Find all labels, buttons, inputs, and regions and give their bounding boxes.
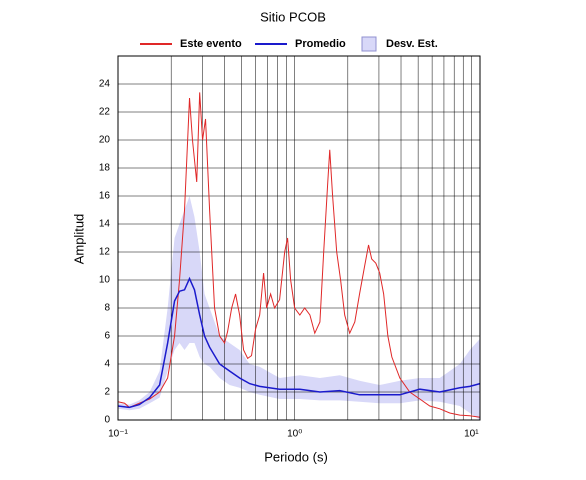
plot-frame (117, 55, 481, 421)
plot-area (117, 55, 481, 421)
legend-swatch (361, 36, 377, 52)
series-line (117, 276, 481, 409)
y-tick-label: 20 (99, 135, 111, 146)
y-tick-label: 16 (99, 191, 111, 202)
x-tick-label: 10⁰ (287, 429, 302, 440)
legend-label: Promedio (295, 38, 346, 50)
y-tick-label: 24 (99, 79, 111, 90)
legend-label: Desv. Est. (386, 38, 438, 50)
x-axis-label: Periodo (s) (264, 449, 328, 464)
x-tick-label: 10¹ (464, 429, 479, 440)
y-tick-label: 4 (104, 359, 110, 370)
y-tick-label: 8 (104, 303, 110, 314)
y-tick-label: 6 (104, 331, 110, 342)
y-tick-label: 14 (99, 219, 111, 230)
y-tick-label: 18 (99, 163, 111, 174)
series-line (117, 92, 481, 418)
y-tick-label: 10 (99, 275, 111, 286)
y-tick-label: 12 (99, 247, 111, 258)
legend-label: Este evento (180, 38, 242, 50)
y-tick-label: 2 (104, 387, 110, 398)
chart-title: Sitio PCOB (260, 9, 326, 24)
y-axis-label: Amplitud (71, 214, 86, 265)
y-tick-label: 22 (99, 107, 111, 118)
x-tick-label: 10⁻¹ (108, 429, 128, 440)
y-tick-label: 0 (104, 415, 110, 426)
